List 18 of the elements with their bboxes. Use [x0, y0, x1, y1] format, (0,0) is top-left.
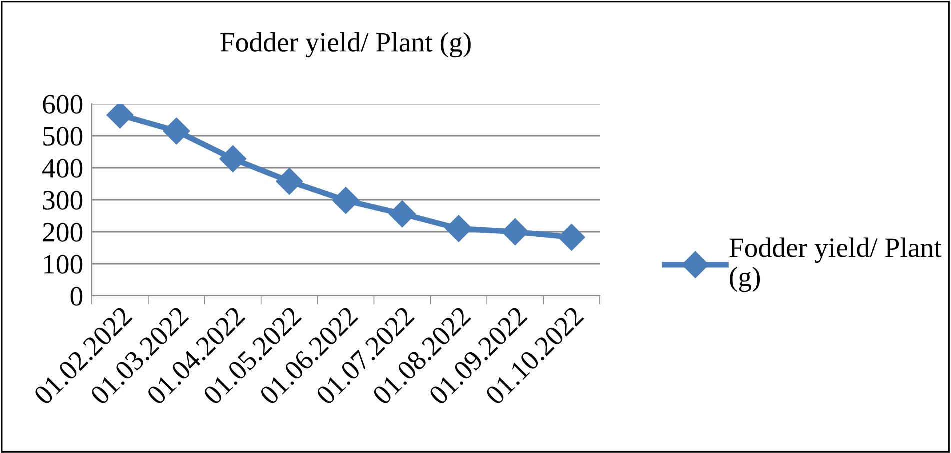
point [220, 146, 247, 172]
y-tick-label: 200 [43, 223, 83, 242]
point [388, 200, 416, 228]
y-tick-label: 100 [44, 255, 83, 274]
point [502, 218, 529, 246]
point [332, 187, 360, 214]
chart-title: Fodder yield/ Plant (g) [220, 32, 471, 58]
y-tick-label: 400 [42, 159, 83, 178]
point [276, 168, 304, 195]
y-tick-label: 500 [44, 127, 83, 146]
legend-label: Fodder yield/ Plant (g) [730, 238, 942, 292]
y-tick-label: 300 [43, 191, 83, 210]
point [106, 104, 134, 129]
point [163, 118, 190, 145]
y-tick-label: 600 [43, 95, 83, 114]
point [445, 215, 472, 242]
y-tick-label: 0 [70, 287, 83, 306]
point [558, 224, 586, 251]
